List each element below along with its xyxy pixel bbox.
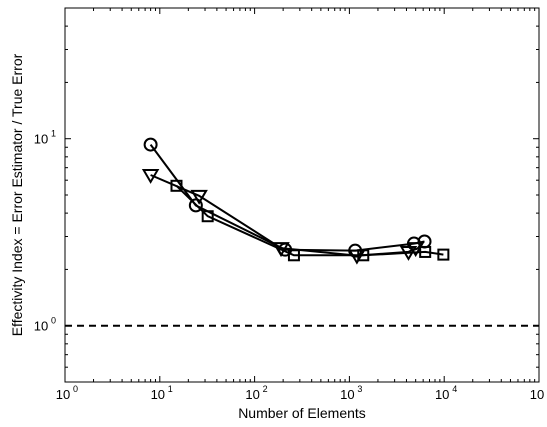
triangle-down-marker [141, 168, 160, 184]
triangle-down-marker [406, 242, 425, 258]
square-marker [419, 245, 432, 258]
circle-marker [143, 137, 158, 152]
y-tick-label: 10 [34, 132, 48, 147]
x-tick-exponent: 2 [263, 384, 268, 394]
x-tick-label: 10 [340, 387, 354, 402]
square-marker [287, 249, 300, 262]
square-marker [201, 210, 214, 223]
y-tick-exponent: 0 [51, 316, 56, 326]
square-marker [170, 179, 183, 192]
x-axis-label: Number of Elements [238, 405, 366, 421]
x-tick-label: 10 [56, 387, 70, 402]
ticks-layer: 100101102103104105100101 [34, 7, 544, 402]
square-marker [437, 248, 450, 261]
x-tick-label: 10 [151, 387, 165, 402]
triangle-down-marker [348, 249, 366, 265]
triangle-down-marker [190, 189, 208, 205]
y-tick-label: 10 [34, 319, 48, 334]
y-tick-exponent: 1 [51, 129, 56, 139]
triangle-down-marker [272, 242, 290, 258]
x-tick-exponent: 3 [357, 384, 362, 394]
circle-marker [188, 198, 203, 213]
y-axis-label: Effectivity Index = Error Estimator / Tr… [9, 53, 25, 336]
x-tick-label: 10 [530, 387, 544, 402]
series-layer [141, 137, 450, 265]
x-tick-label: 10 [435, 387, 449, 402]
circle-series-line [149, 144, 425, 252]
triangle-down-series-line [150, 174, 417, 257]
x-tick-exponent: 4 [452, 384, 457, 394]
x-tick-label: 10 [245, 387, 259, 402]
x-tick-exponent: 1 [168, 384, 173, 394]
square-marker [357, 249, 370, 262]
x-tick-exponent: 0 [73, 384, 78, 394]
